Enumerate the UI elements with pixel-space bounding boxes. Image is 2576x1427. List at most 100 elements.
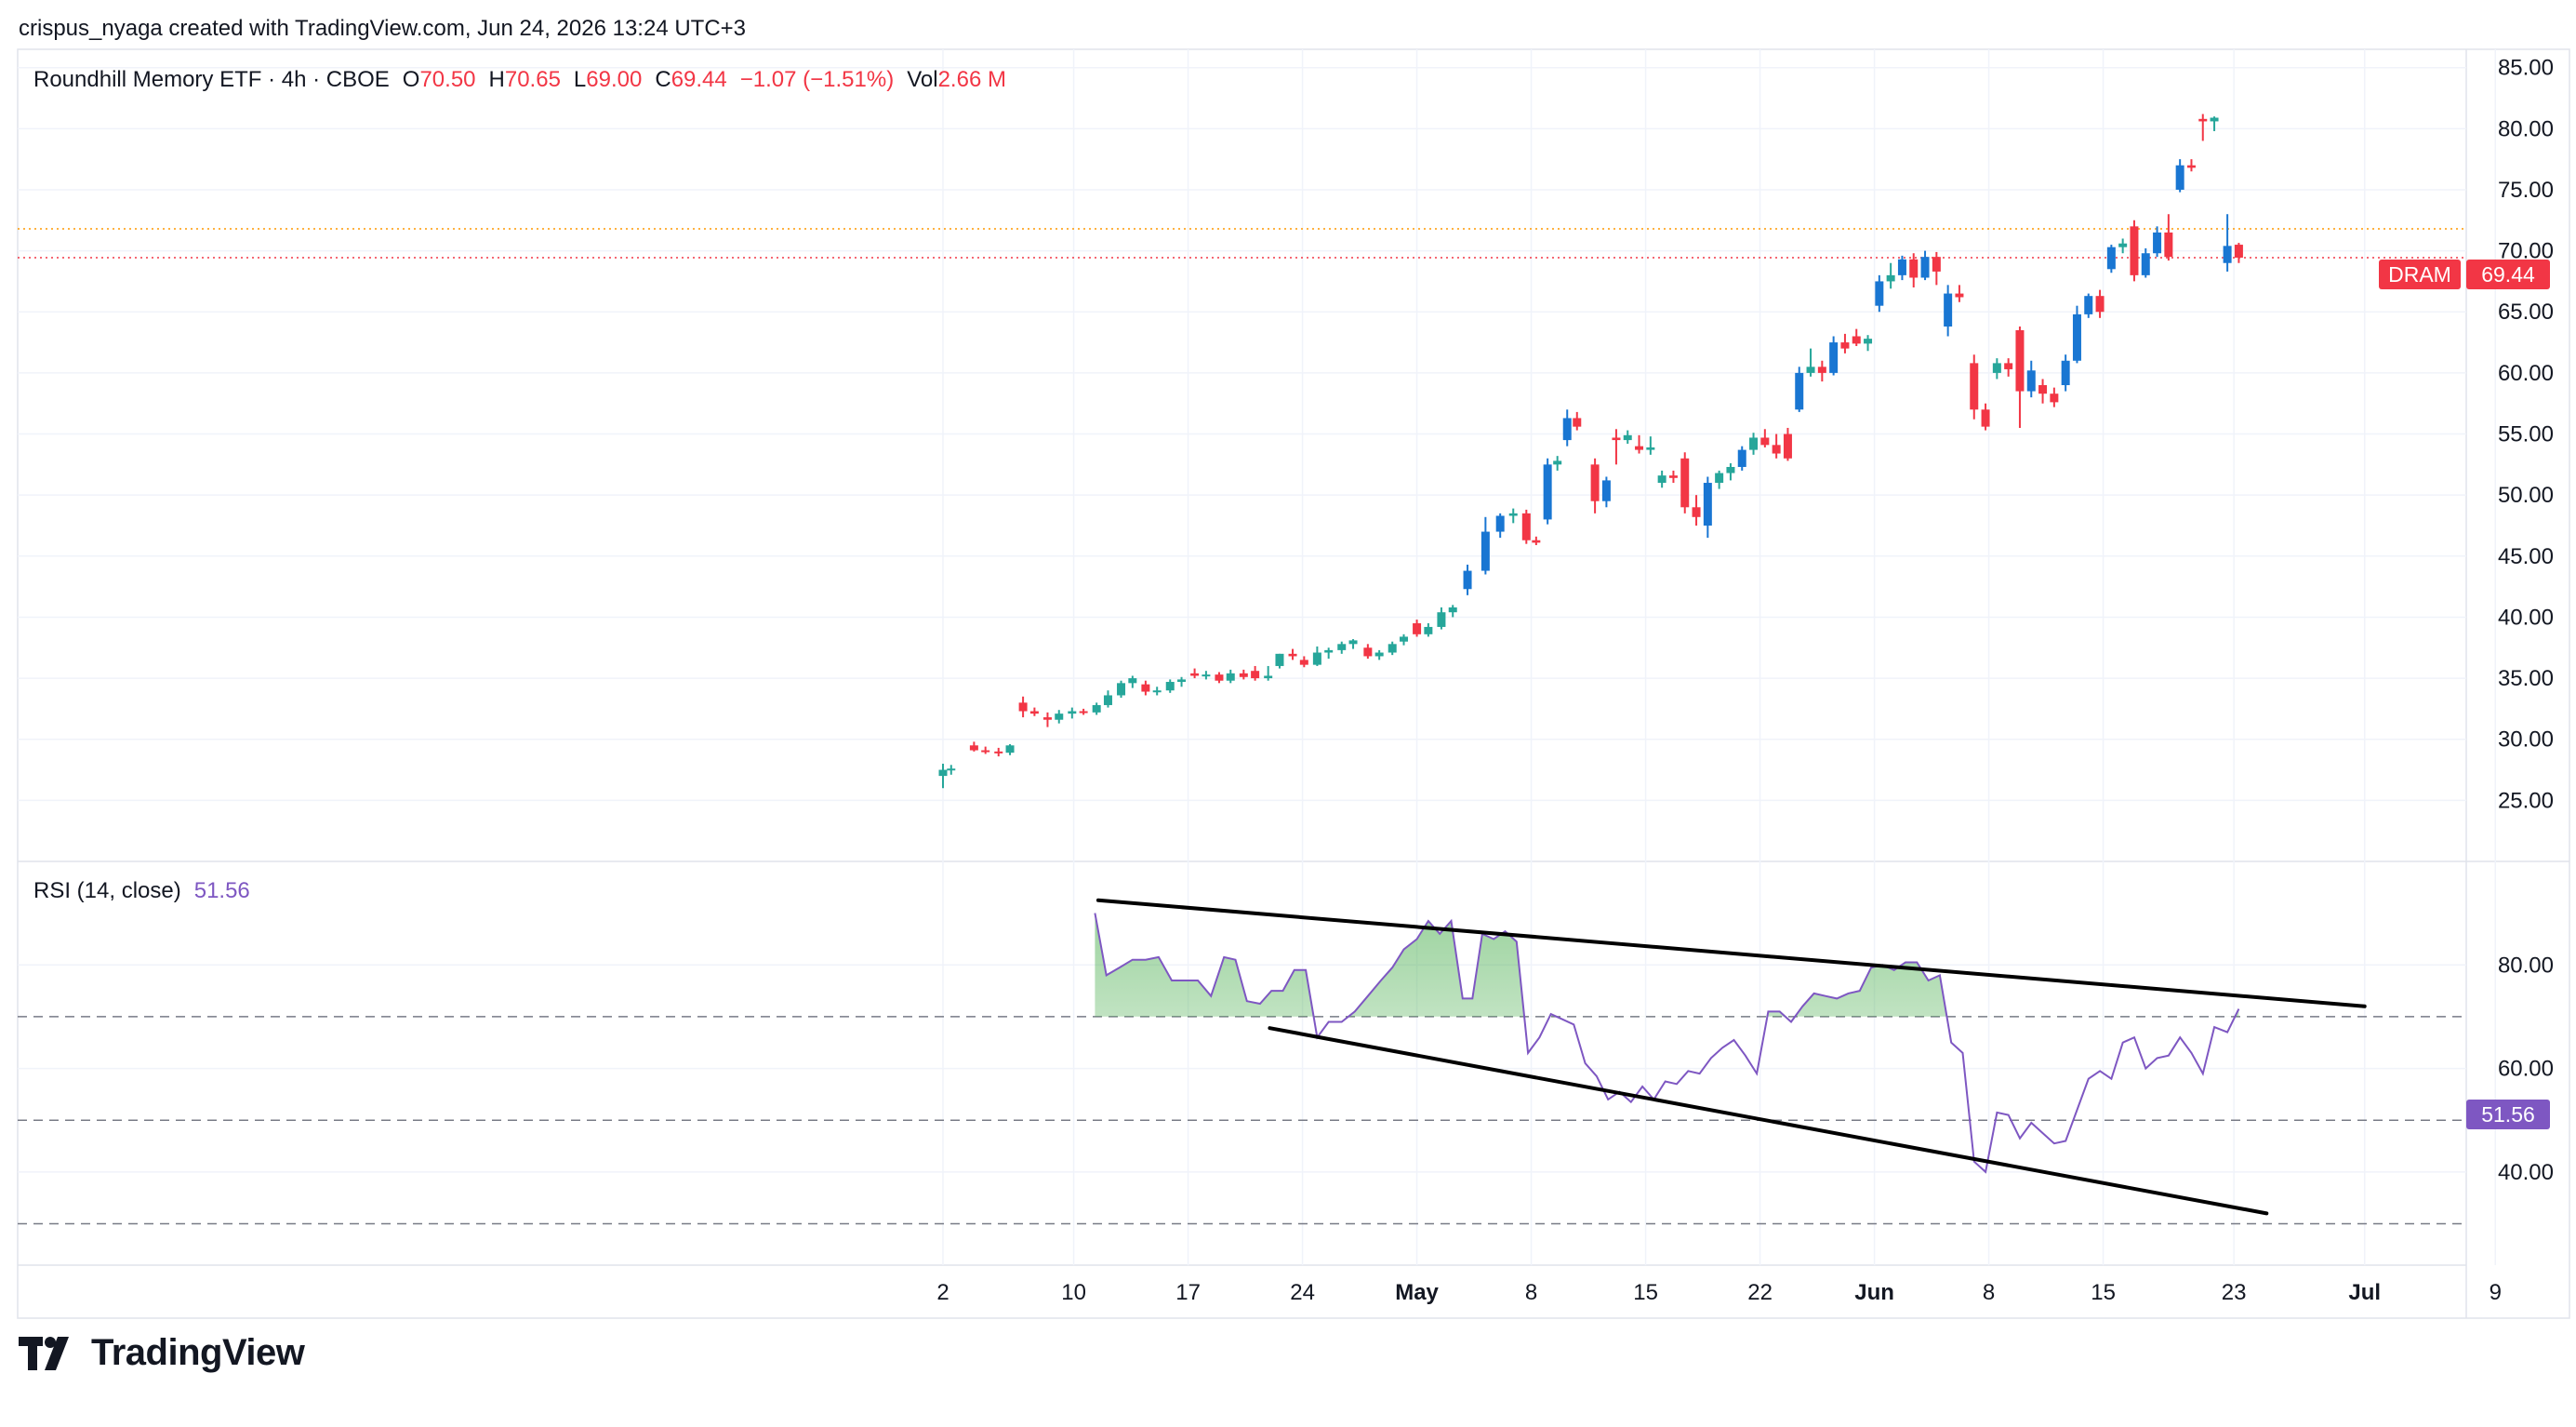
candle-down[interactable] [1909,253,1919,287]
candle-down[interactable] [2130,220,2139,282]
candle-down[interactable] [2004,358,2013,377]
candle-down[interactable] [1215,672,1224,684]
candle-up[interactable] [1886,262,1895,289]
candle-down[interactable] [1760,429,1770,447]
price-axis[interactable]: 25.00 30.00 35.00 40.00 45.00 50.00 55.00 60.00… [2498,56,2554,1185]
candle-up[interactable] [1864,335,1873,352]
candle-up[interactable] [1388,641,1397,656]
candle-up[interactable] [1275,653,1284,669]
candle-up[interactable] [1646,436,1655,455]
candle-up[interactable] [1337,641,1347,654]
candle-up[interactable] [2061,354,2070,392]
candle-down[interactable] [1852,328,1861,347]
candle-up[interactable] [1226,669,1235,684]
candle-up[interactable] [1495,513,1505,539]
candle-up[interactable] [1005,743,1015,755]
trendline[interactable] [1095,898,2367,1008]
candle-down[interactable] [2186,159,2196,172]
candle-up[interactable] [1128,675,1137,688]
candle-up[interactable] [2223,214,2232,272]
candle-up[interactable] [1117,680,1126,699]
candle-up[interactable] [1055,710,1064,724]
candle-down[interactable] [1590,458,1600,513]
candle-up[interactable] [1437,607,1446,630]
candle-down[interactable] [1042,712,1052,727]
candle-down[interactable] [2015,327,2025,428]
candle-up[interactable] [1806,348,1815,377]
trendline[interactable] [1268,1026,2269,1216]
tradingview-logo[interactable]: TradingView [19,1332,305,1374]
time-axis[interactable]: 2 10 17 24 May 8 15 22 Jun 8 15 23 Jul 9 [936,1280,2502,1305]
candle-down[interactable] [2234,243,2243,263]
candle-up[interactable] [1165,679,1175,693]
candle-down[interactable] [1772,433,1781,459]
candle-down[interactable] [1668,470,1678,484]
candle-up[interactable] [1103,690,1112,708]
candle-down[interactable] [2050,387,2059,407]
candle-up[interactable] [1920,250,1930,281]
candle-up[interactable] [2084,293,2093,318]
candle-up[interactable] [2106,245,2116,273]
candle-down[interactable] [1680,452,1690,513]
candle-down[interactable] [1299,656,1308,668]
candle-down[interactable] [1817,360,1826,382]
candle-up[interactable] [1795,367,1804,412]
candle-up[interactable] [1829,336,1839,376]
candle-up[interactable] [1202,671,1211,680]
candle-up[interactable] [2153,226,2162,258]
candle-up[interactable] [1348,639,1358,649]
candle-down[interactable] [1955,285,1964,302]
candle-down[interactable] [1692,495,1701,526]
candle-up[interactable] [2026,360,2036,398]
candle-down[interactable] [1251,665,1260,681]
candle-up[interactable] [1715,470,1724,489]
candle-down[interactable] [1288,648,1297,660]
candle-up[interactable] [1068,707,1077,719]
candle-down[interactable] [1840,333,1850,353]
candle-down[interactable] [2095,289,2105,318]
candle-up[interactable] [2072,305,2081,364]
candle-up[interactable] [1177,676,1187,687]
candle-down[interactable] [1970,354,1979,420]
candle-up[interactable] [1312,646,1321,666]
candle-up[interactable] [1726,463,1735,481]
candle-up[interactable] [1875,274,1884,313]
main-legend[interactable]: Roundhill Memory ETF · 4h · CBOE O70.50 H7… [33,67,1006,92]
candle-down[interactable] [1932,251,1941,286]
candle-down[interactable] [1783,427,1792,461]
candle-down[interactable] [1612,429,1621,465]
candle-down[interactable] [2164,214,2173,261]
candle-up[interactable] [2118,238,2128,254]
candle-down[interactable] [1635,434,1644,454]
candle-up[interactable] [1481,516,1490,575]
candle-up[interactable] [1657,470,1666,488]
candle-down[interactable] [1239,669,1248,680]
candle-up[interactable] [1424,623,1433,637]
candle-up[interactable] [1601,476,1611,508]
candle-up[interactable] [947,765,956,775]
candle-up[interactable] [1543,458,1552,525]
candle-down[interactable] [1573,411,1582,431]
candle-up[interactable] [1703,476,1712,539]
candle-down[interactable] [1981,403,1990,431]
candle-down[interactable] [1029,707,1039,716]
candle-down[interactable] [2038,379,2048,404]
candle-up[interactable] [2141,247,2150,278]
rsi-legend[interactable]: RSI (14, close) 51.56 [33,878,250,903]
candle-up[interactable] [1623,430,1632,445]
candle-up[interactable] [1553,456,1562,471]
candle-up[interactable] [1749,433,1759,455]
candle-down[interactable] [1190,668,1200,679]
candle-up[interactable] [1992,358,2001,380]
candle-down[interactable] [969,741,978,752]
candle-down[interactable] [994,747,1003,757]
candle-up[interactable] [1508,508,1518,524]
price-pane[interactable] [18,113,2466,789]
candle-up[interactable] [1463,564,1472,595]
candle-up[interactable] [1324,647,1334,660]
candle-down[interactable] [2198,113,2208,141]
candle-up[interactable] [1944,285,1953,337]
candle-up[interactable] [938,763,948,789]
candle-up[interactable] [1448,605,1457,618]
